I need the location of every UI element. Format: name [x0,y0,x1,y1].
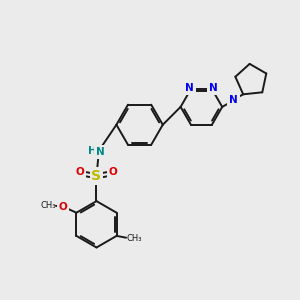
Text: O: O [76,167,85,177]
Text: N: N [185,83,194,93]
Text: H: H [88,146,97,156]
Text: N: N [229,95,238,105]
Text: O: O [109,167,117,177]
Text: N: N [96,147,105,157]
Text: O: O [59,202,68,212]
Text: S: S [92,169,101,183]
Text: CH₃: CH₃ [40,201,56,210]
Text: CH₃: CH₃ [126,234,142,243]
Text: N: N [208,83,217,93]
